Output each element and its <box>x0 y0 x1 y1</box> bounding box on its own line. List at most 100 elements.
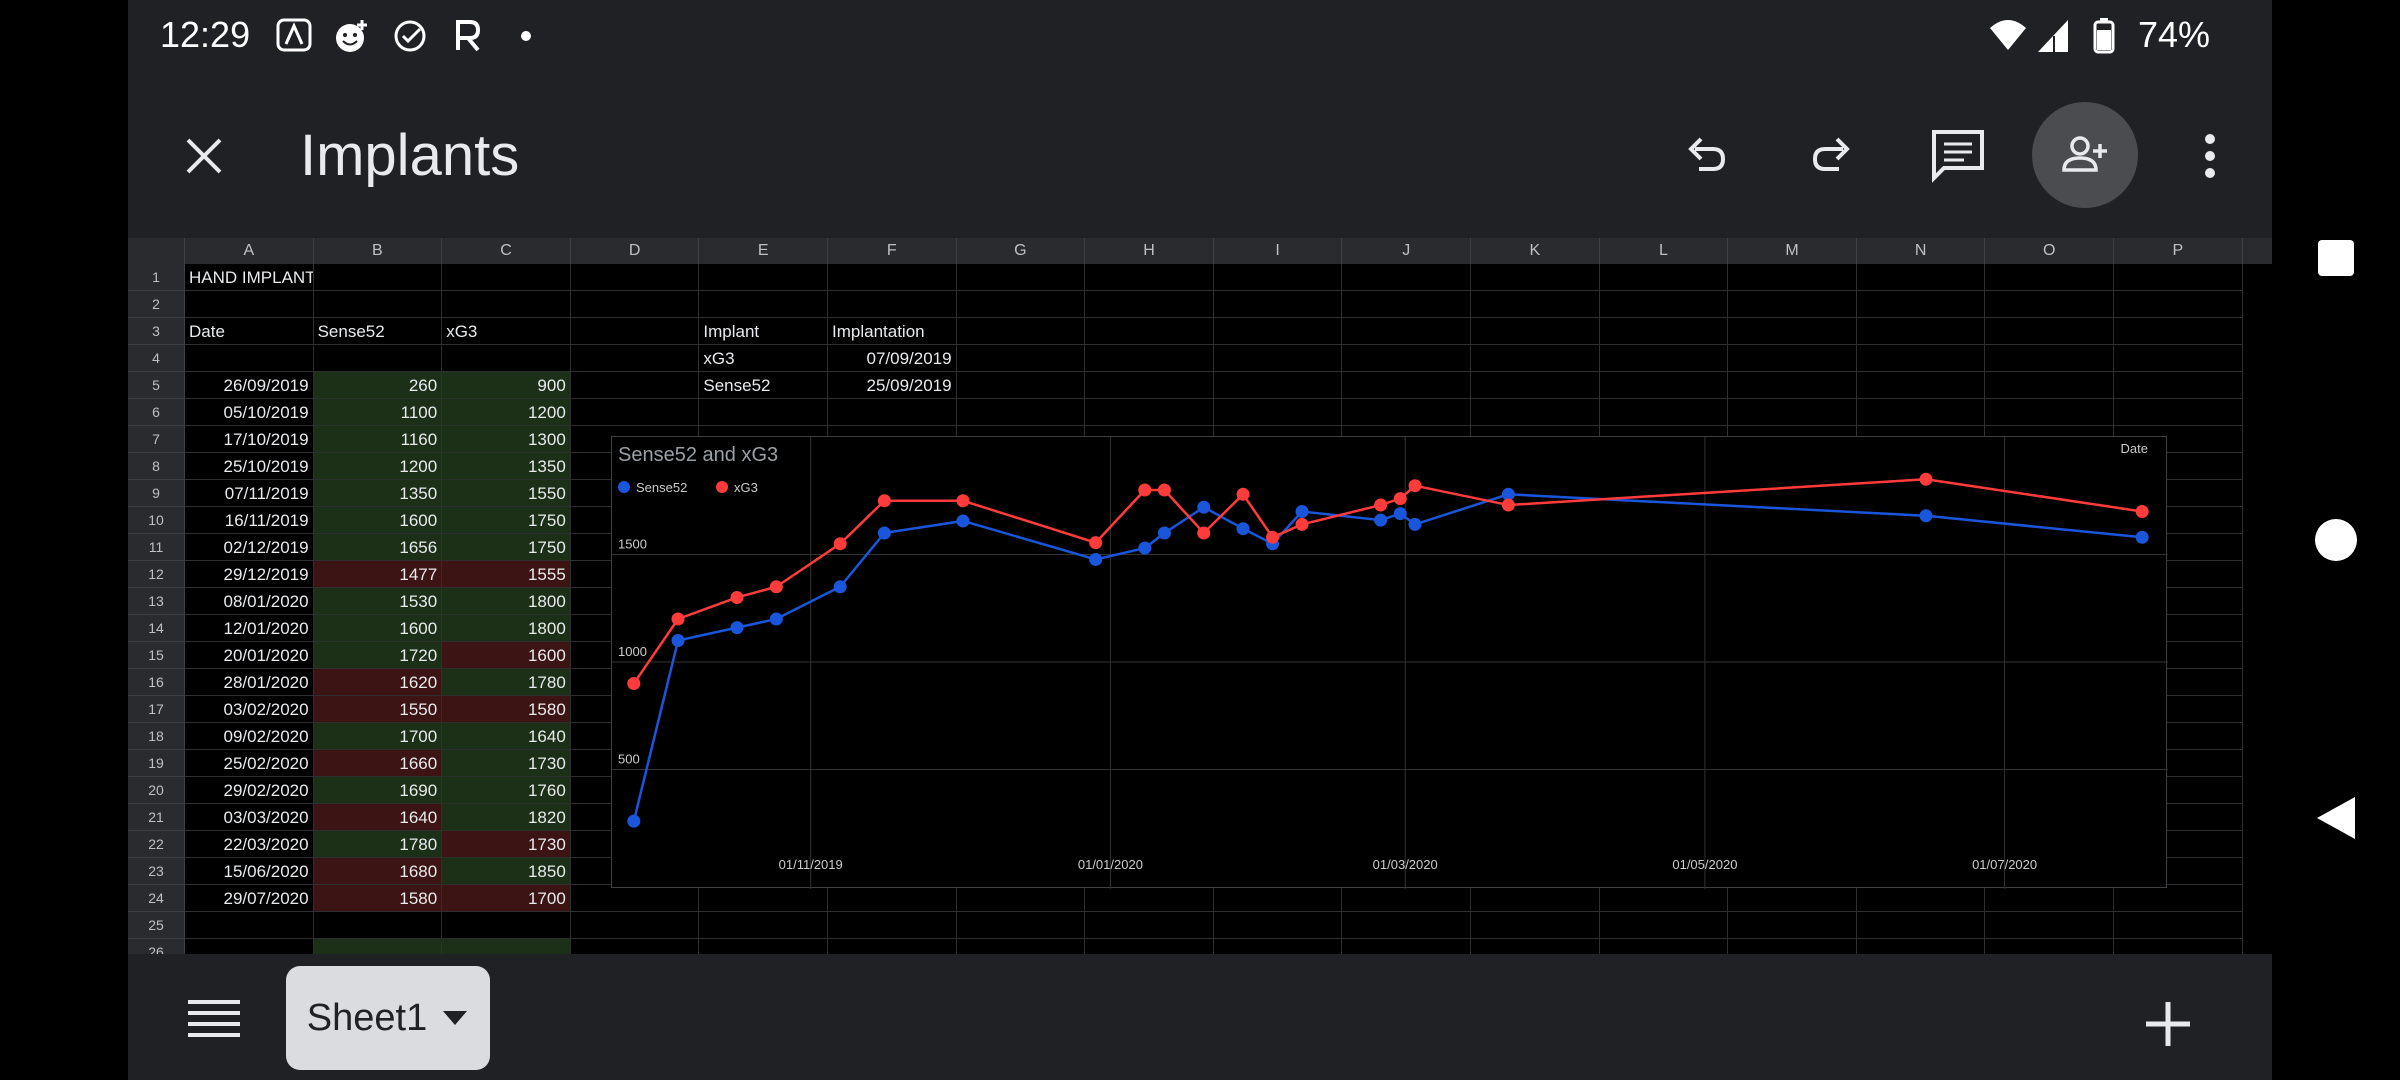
cell[interactable]: 1656 <box>313 534 443 561</box>
row-header[interactable]: 3 <box>128 318 185 345</box>
column-header-e[interactable]: E <box>699 238 828 264</box>
cell[interactable] <box>185 939 314 954</box>
cell[interactable] <box>570 912 700 939</box>
row-header[interactable]: 1 <box>128 264 185 291</box>
cell[interactable] <box>570 345 700 372</box>
cell[interactable]: 25/09/2019 <box>828 372 957 399</box>
cell[interactable]: 900 <box>442 372 571 399</box>
cell[interactable] <box>1728 885 1857 912</box>
cell[interactable]: 1600 <box>442 642 571 669</box>
cell[interactable] <box>1342 885 1471 912</box>
cell[interactable] <box>2114 453 2243 480</box>
cell[interactable] <box>313 264 443 291</box>
cell[interactable] <box>2114 507 2243 534</box>
cell[interactable] <box>956 885 1086 912</box>
column-header-b[interactable]: B <box>314 238 443 264</box>
cell[interactable] <box>1213 885 1343 912</box>
cell[interactable]: xG3 <box>442 318 571 345</box>
cell[interactable] <box>828 264 957 291</box>
cell[interactable] <box>1471 939 1600 954</box>
cell[interactable] <box>1599 291 1729 318</box>
cell[interactable]: 1690 <box>313 777 443 804</box>
cell[interactable]: 1550 <box>442 480 571 507</box>
column-header-o[interactable]: O <box>1985 238 2114 264</box>
cell[interactable]: 1800 <box>442 615 571 642</box>
cell[interactable] <box>1985 885 2114 912</box>
cell[interactable] <box>1471 345 1600 372</box>
cell[interactable] <box>1985 399 2114 426</box>
cell[interactable] <box>1471 885 1600 912</box>
cell[interactable] <box>1085 372 1214 399</box>
cell[interactable] <box>699 939 828 954</box>
cell[interactable] <box>185 291 314 318</box>
cell[interactable] <box>1857 939 1986 954</box>
redo-button[interactable] <box>1796 120 1868 192</box>
column-header-a[interactable]: A <box>185 238 314 264</box>
cell[interactable] <box>699 264 828 291</box>
cell[interactable] <box>442 939 571 954</box>
row-header[interactable]: 19 <box>128 750 185 777</box>
cell[interactable] <box>1856 318 1986 345</box>
cell[interactable]: 1160 <box>313 426 443 453</box>
cell[interactable]: Implantation <box>828 318 957 345</box>
cell[interactable] <box>2114 291 2243 318</box>
cell[interactable]: 29/07/2020 <box>185 885 314 912</box>
cell[interactable]: xG3 <box>699 345 828 372</box>
cell[interactable] <box>570 399 700 426</box>
cell[interactable] <box>1728 372 1857 399</box>
cell[interactable]: 07/11/2019 <box>185 480 314 507</box>
row-header[interactable]: 8 <box>128 453 185 480</box>
cell[interactable] <box>442 912 571 939</box>
row-header[interactable]: 20 <box>128 777 185 804</box>
column-header-j[interactable]: J <box>1342 238 1471 264</box>
cell[interactable] <box>2114 480 2243 507</box>
row-header[interactable]: 7 <box>128 426 185 453</box>
cell[interactable] <box>957 939 1086 954</box>
cell[interactable] <box>699 912 828 939</box>
cell[interactable] <box>1342 318 1471 345</box>
cell[interactable] <box>1985 318 2114 345</box>
row-header[interactable]: 23 <box>128 858 185 885</box>
cell[interactable]: 20/01/2020 <box>185 642 314 669</box>
cell[interactable]: 02/12/2019 <box>185 534 314 561</box>
cell[interactable]: 1700 <box>442 885 571 912</box>
cell[interactable]: 1100 <box>313 399 443 426</box>
cell[interactable]: 17/10/2019 <box>185 426 314 453</box>
cell[interactable] <box>1985 264 2114 291</box>
cell[interactable] <box>1213 264 1343 291</box>
cell[interactable]: 29/02/2020 <box>185 777 314 804</box>
cell[interactable] <box>2114 588 2243 615</box>
cell[interactable]: 08/01/2020 <box>185 588 314 615</box>
cell[interactable] <box>1856 372 1986 399</box>
cell[interactable] <box>570 372 700 399</box>
cell[interactable] <box>956 399 1086 426</box>
row-header[interactable]: 12 <box>128 561 185 588</box>
cell[interactable] <box>1471 264 1600 291</box>
cell[interactable] <box>828 399 957 426</box>
cell[interactable] <box>1214 939 1343 954</box>
cell[interactable] <box>1985 372 2114 399</box>
cell[interactable]: 07/09/2019 <box>828 345 957 372</box>
cell[interactable] <box>570 885 700 912</box>
cell[interactable] <box>1213 399 1343 426</box>
cell[interactable]: Sense52 <box>699 372 828 399</box>
cell[interactable] <box>442 264 571 291</box>
comment-button[interactable] <box>1922 120 1994 192</box>
row-header[interactable]: 14 <box>128 615 185 642</box>
add-icon[interactable] <box>2138 994 2198 1054</box>
cell[interactable] <box>1213 372 1343 399</box>
cell[interactable] <box>1728 939 1857 954</box>
cell[interactable] <box>828 912 957 939</box>
back-button[interactable] <box>2272 768 2400 868</box>
cell[interactable] <box>2114 561 2243 588</box>
cell[interactable] <box>313 291 443 318</box>
cell[interactable]: 1200 <box>442 399 571 426</box>
cell[interactable]: 1720 <box>313 642 443 669</box>
row-header[interactable]: 4 <box>128 345 185 372</box>
share-button[interactable] <box>2032 102 2138 208</box>
cell[interactable]: 26/09/2019 <box>185 372 314 399</box>
column-header-d[interactable]: D <box>571 238 700 264</box>
cell[interactable] <box>1471 372 1600 399</box>
cell[interactable] <box>1213 318 1343 345</box>
row-header[interactable]: 22 <box>128 831 185 858</box>
